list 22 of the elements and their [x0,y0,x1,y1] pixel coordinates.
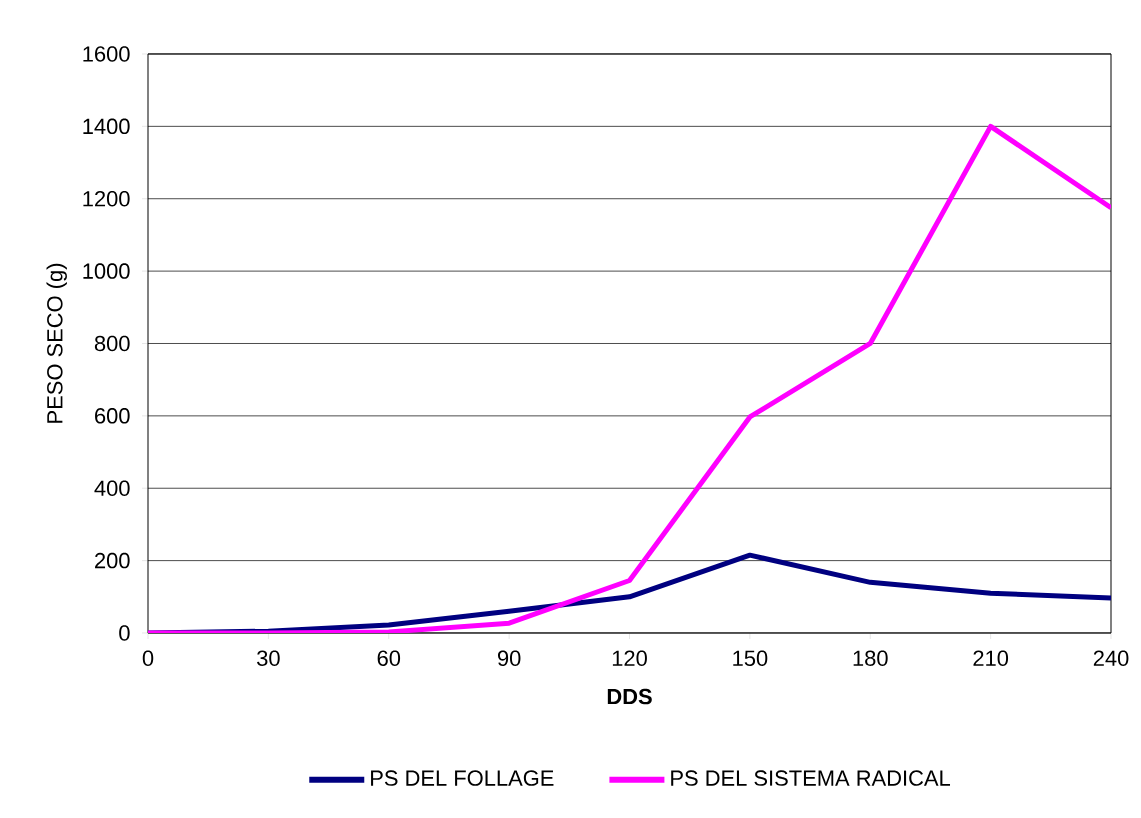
y-tick-label: 600 [95,408,130,424]
x-tick-label: 0 [142,650,154,667]
y-tick-label: 0 [119,625,130,641]
x-tick-label: 30 [257,650,280,667]
y-tick-label: 400 [94,480,130,496]
y-tick-label: 1400 [83,118,130,135]
x-tick-label: 90 [497,650,521,667]
x-tick-label: 120 [612,650,647,667]
y-tick-label: 800 [94,335,130,352]
y-tick-label: 1600 [83,46,130,62]
x-tick-label: 180 [853,650,888,667]
legend-label: PS DEL FOLLAGE [371,770,554,786]
legend-label: PS DEL SISTEMA RADICAL [671,770,951,786]
y-tick-label: 200 [95,552,130,569]
x-tick-label: 210 [973,650,1009,667]
x-tick-label: 60 [377,650,401,667]
y-tick-label: 1200 [83,190,130,207]
y-axis-title: PESO SECO (g) [46,263,67,423]
x-axis-title: DDS [607,688,652,705]
x-tick-label: 150 [733,650,768,667]
x-tick-label: 240 [1093,650,1129,667]
y-tick-label: 1000 [83,263,130,279]
